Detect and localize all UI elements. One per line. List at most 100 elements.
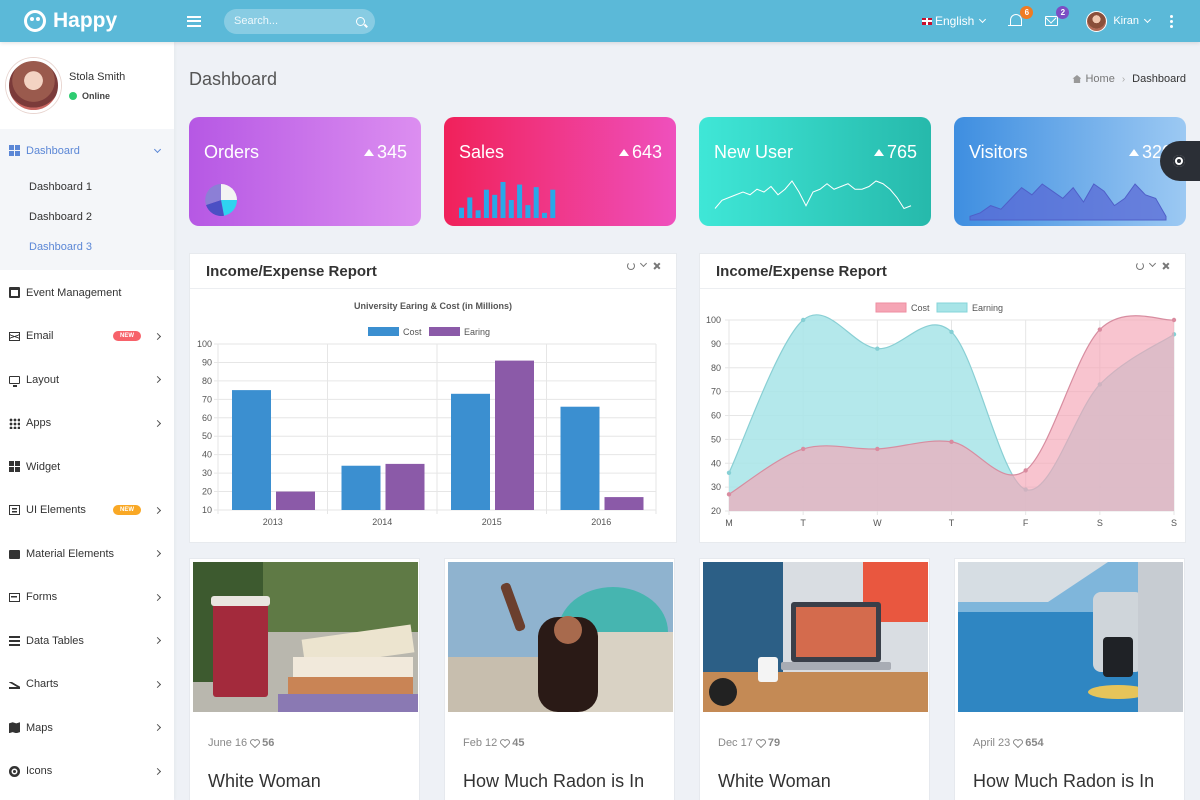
- refresh-icon[interactable]: [627, 262, 635, 270]
- panel-header: Income/Expense Report: [700, 254, 1185, 289]
- brand-name: Happy: [53, 9, 118, 32]
- sidebar-item-event-management[interactable]: Event Management: [0, 271, 174, 315]
- settings-button[interactable]: [1160, 141, 1200, 181]
- income-expense-panel-area: Income/Expense Report Cost Earning 20 30 40 5…: [699, 253, 1186, 543]
- data-point: [800, 446, 806, 452]
- sidebar-item-label: Charts: [26, 678, 59, 691]
- submenu-dashboard-1[interactable]: Dashboard 1: [29, 181, 92, 193]
- sidebar-item-apps[interactable]: Apps: [0, 402, 174, 446]
- brand[interactable]: Happy: [0, 0, 174, 42]
- blog-card[interactable]: April 23 654 How Much Radon is In: [954, 558, 1185, 800]
- legend-swatch: [368, 327, 399, 336]
- sales-bar: [500, 182, 506, 218]
- sidebar-item-widget[interactable]: Widget: [0, 445, 174, 489]
- blog-card[interactable]: Dec 17 79 White Woman: [699, 558, 930, 800]
- heart-icon[interactable]: [250, 738, 261, 748]
- data-point: [1097, 327, 1103, 332]
- sidebar-item-ui-elements[interactable]: UI Elements NEW: [0, 489, 174, 533]
- sidebar-item-forms[interactable]: Forms: [0, 576, 174, 620]
- avatar: [1086, 10, 1108, 32]
- bar: [560, 406, 600, 510]
- sidebar-item-layout[interactable]: Layout: [0, 358, 174, 402]
- stat-card-orders[interactable]: Orders 345: [189, 117, 421, 226]
- chevron-right-icon: [153, 506, 162, 514]
- post-title[interactable]: How Much Radon is In: [973, 771, 1155, 791]
- monitor-icon: [9, 375, 20, 387]
- coffee-books-image[interactable]: [193, 562, 418, 712]
- sidebar-item-data-tables[interactable]: Data Tables: [0, 619, 174, 663]
- blog-card[interactable]: June 16 56 White Woman: [189, 558, 420, 800]
- x-tick-label: 2014: [372, 517, 392, 527]
- y-tick-label: 40: [202, 450, 212, 460]
- search-icon[interactable]: [356, 16, 365, 26]
- stat-card-visitors[interactable]: Visitors 320: [954, 117, 1186, 226]
- sidebar-item-label: Layout: [26, 373, 60, 386]
- sidebar-item-charts[interactable]: Charts: [0, 663, 174, 707]
- data-point: [800, 317, 806, 323]
- stat-title: Orders: [204, 142, 260, 162]
- visitors-area: [969, 183, 1167, 221]
- breadcrumb-home[interactable]: Home: [1085, 73, 1115, 85]
- data-point: [875, 346, 880, 351]
- sidebar: Stola Smith Online Dashboard Dashboard 1…: [0, 42, 174, 800]
- bar: [385, 463, 425, 510]
- close-icon[interactable]: [1162, 262, 1170, 270]
- header-actions: English 6 2 Kiran: [921, 0, 1200, 42]
- status-badge: Online: [69, 91, 125, 101]
- chevron-down-icon[interactable]: [1149, 262, 1157, 270]
- heart-icon[interactable]: [500, 738, 511, 748]
- sales-bar: [467, 197, 473, 218]
- sidebar-item-email[interactable]: Email NEW: [0, 315, 174, 359]
- search-input[interactable]: [234, 15, 344, 27]
- menu-toggle-icon[interactable]: [187, 15, 201, 27]
- sidebar-item-label: UI Elements: [26, 504, 86, 517]
- search-box: [224, 8, 375, 34]
- sidebar-item-maps[interactable]: Maps: [0, 706, 174, 750]
- sales-bar: [483, 189, 489, 218]
- bar: [604, 497, 644, 510]
- pie-slice: [221, 200, 237, 216]
- pie-slice: [206, 200, 224, 216]
- post-date: Dec 17: [718, 737, 753, 749]
- x-tick-label: T: [949, 518, 955, 528]
- refresh-icon[interactable]: [1136, 262, 1144, 270]
- chevron-right-icon: [153, 550, 162, 558]
- sidebar-item-dashboard[interactable]: Dashboard: [0, 129, 174, 172]
- blog-meta: April 23 654: [973, 737, 1044, 749]
- laptop-desk-image[interactable]: [703, 562, 928, 712]
- submenu-dashboard-2[interactable]: Dashboard 2: [29, 211, 92, 223]
- y-tick-label: 70: [711, 387, 721, 397]
- stat-value-number: 643: [631, 142, 662, 162]
- sidebar-item-material-elements[interactable]: Material Elements: [0, 532, 174, 576]
- chevron-down-icon[interactable]: [640, 262, 648, 270]
- stat-card-new-user[interactable]: New User 765: [699, 117, 931, 226]
- heart-icon[interactable]: [1013, 738, 1024, 748]
- sales-bar: [525, 205, 531, 218]
- breadcrumb-current: Dashboard: [1132, 73, 1186, 85]
- stat-value-number: 765: [886, 142, 917, 162]
- envelope-icon: [9, 332, 20, 342]
- microscope-image[interactable]: [958, 562, 1183, 712]
- chevron-right-icon: [153, 680, 162, 688]
- close-icon[interactable]: [653, 262, 661, 270]
- blog-card[interactable]: Feb 12 45 How Much Radon is In: [444, 558, 675, 800]
- post-title[interactable]: How Much Radon is In: [463, 771, 645, 791]
- y-tick-label: 100: [706, 315, 721, 325]
- profile-avatar[interactable]: [6, 58, 61, 113]
- y-tick-label: 50: [202, 431, 212, 441]
- messages-button[interactable]: 2: [1045, 6, 1070, 28]
- submenu-dashboard-3[interactable]: Dashboard 3: [29, 241, 92, 253]
- notifications-button[interactable]: 6: [1008, 6, 1034, 28]
- graduation-image[interactable]: [448, 562, 673, 712]
- post-title[interactable]: White Woman: [208, 771, 321, 791]
- stat-card-sales[interactable]: Sales 643: [444, 117, 676, 226]
- user-menu[interactable]: Kiran: [1086, 10, 1152, 32]
- chevron-down-icon: [153, 145, 162, 153]
- home-icon: [1072, 75, 1082, 83]
- language-selector[interactable]: English: [921, 14, 987, 28]
- sidebar-item-icons[interactable]: Icons: [0, 750, 174, 794]
- more-options-icon[interactable]: [1170, 19, 1173, 23]
- x-tick-label: 2016: [591, 517, 611, 527]
- post-title[interactable]: White Woman: [718, 771, 831, 791]
- heart-icon[interactable]: [755, 738, 766, 748]
